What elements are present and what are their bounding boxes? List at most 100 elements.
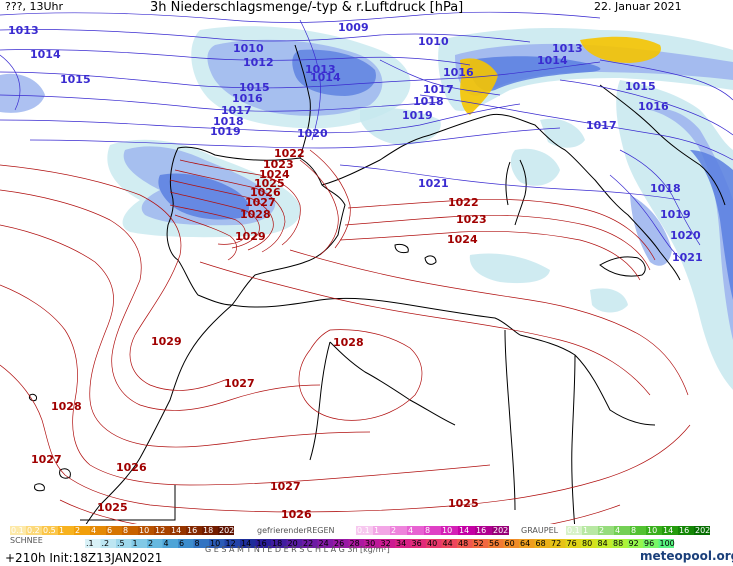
legend-value: 40 (427, 539, 437, 548)
coastlines (29, 44, 726, 536)
legend-value: 76 (567, 539, 577, 548)
isobar-label: 1015 (60, 73, 91, 86)
legend-swatch (154, 526, 170, 535)
legend-swatch (662, 526, 678, 535)
legend-swatch (255, 539, 271, 548)
legend-value: 12 (226, 539, 236, 548)
isobar-label: 1014 (537, 54, 568, 67)
legend-swatch (627, 539, 643, 548)
legend-value: 36 (412, 539, 422, 548)
isobar-label: 1023 (263, 158, 294, 171)
legend-value: 6 (107, 526, 112, 535)
legend-swatch (614, 526, 630, 535)
isobar-label: 1024 (447, 233, 478, 246)
legend-swatch (598, 526, 614, 535)
legend-swatch (122, 526, 138, 535)
legend-swatch (379, 539, 395, 548)
legend-swatch (582, 526, 598, 535)
legend-swatch (658, 539, 674, 548)
legend-value: 4 (408, 526, 413, 535)
isobar-label: 1025 (97, 501, 128, 514)
legend-value: 52 (474, 539, 484, 548)
legend-value: 6 (179, 539, 184, 548)
brand-logo[interactable]: meteopool.org (640, 549, 733, 563)
legend-value: 2025+ (695, 526, 722, 535)
legend-value: 92 (629, 539, 639, 548)
isobar-labels-low: 1013 1009 1010 1013 1014 1010 1012 1013 … (8, 21, 703, 264)
legend-value: 14 (459, 526, 469, 535)
legend-swatch (356, 526, 373, 535)
legend-value: 16 (476, 526, 486, 535)
legend-swatch (488, 539, 504, 548)
legend-swatch (424, 526, 441, 535)
legend-swatch (85, 539, 101, 548)
legend-value: 34 (396, 539, 406, 548)
legend-swatch (643, 539, 659, 548)
legend-value: .5 (117, 539, 125, 548)
isobar-label: 1016 (232, 92, 263, 105)
isobar-label: 1019 (210, 125, 241, 138)
legend-swatch (566, 526, 582, 535)
legend-swatch (348, 539, 364, 548)
legend-value: 32 (381, 539, 391, 548)
legend-swatch (694, 526, 710, 535)
legend-value: 22 (303, 539, 313, 548)
legend-swatch (457, 539, 473, 548)
legend-swatch (612, 539, 628, 548)
legend-swatch (209, 539, 225, 548)
isobar-label: 1017 (423, 83, 454, 96)
legend-swatch (186, 526, 202, 535)
isobar-label: 1020 (297, 127, 328, 140)
isobar-label: 1010 (233, 42, 264, 55)
legend-value: 2 (148, 539, 153, 548)
legend-total-precip: .1.2.5 1 2 4 6 8 10 12 14 16 18 20 22 24 26 28 30 32 34 36 4… (85, 539, 675, 548)
legend-value: 2 (75, 526, 80, 535)
legend-value: 0.2 (27, 526, 40, 535)
legend-swatch (441, 526, 458, 535)
legend-value: 10 (442, 526, 452, 535)
legend-value: 8 (631, 526, 636, 535)
legend-swatch (162, 539, 178, 548)
isobar-label: 1027 (245, 196, 276, 209)
isobar-label: 1013 (8, 24, 39, 37)
page-title: 3h Niederschlagsmenge/-typ & r.Luftdruck… (150, 0, 464, 15)
isobar-label: 1018 (413, 95, 444, 108)
legend-swatch (410, 539, 426, 548)
legend-swatch (271, 539, 287, 548)
legend-value: 0.5 (43, 526, 56, 535)
isobar-label: 1027 (270, 480, 301, 493)
isobar-label: 1016 (638, 100, 669, 113)
legend-swatch (302, 539, 318, 548)
legend-swatch (519, 539, 535, 548)
isobar-label: 1014 (310, 71, 341, 84)
isobar-label: 1021 (418, 177, 449, 190)
legend-swatch (333, 539, 349, 548)
isobar-label: 1019 (402, 109, 433, 122)
header-date: 22. Januar 2021 (594, 0, 682, 13)
legend-freezing-rain: 0.1 1 2 4 8 10 14 16 2025+ (356, 526, 520, 535)
legend-value: 2025+ (493, 526, 520, 535)
isobar-label: 1026 (281, 508, 312, 521)
legend-value: 1 (59, 526, 64, 535)
legend-swatch (58, 526, 74, 535)
legend-swatch (224, 539, 240, 548)
isobar-label: 1013 (305, 63, 336, 76)
legend-value: 16 (187, 526, 197, 535)
isobar-label: 1022 (448, 196, 479, 209)
legend-value: 48 (458, 539, 468, 548)
legend-swatch (458, 526, 475, 535)
legend-value: 2 (599, 526, 604, 535)
legend-value: 60 (505, 539, 515, 548)
legend-value: 16 (257, 539, 267, 548)
legend-value: 8 (123, 526, 128, 535)
legend-swatch (390, 526, 407, 535)
legend-swatch (581, 539, 597, 548)
isobar-label: 1025 (254, 177, 285, 190)
isobar-label: 1024 (259, 168, 290, 181)
legend-swatch (373, 526, 390, 535)
isobar-label: 1029 (151, 335, 182, 348)
legend-total-label: G E S A M T N I E D E R S C H L A G 3h [… (205, 545, 390, 554)
legend-value: 10 (139, 526, 149, 535)
legend-swatch (106, 526, 122, 535)
